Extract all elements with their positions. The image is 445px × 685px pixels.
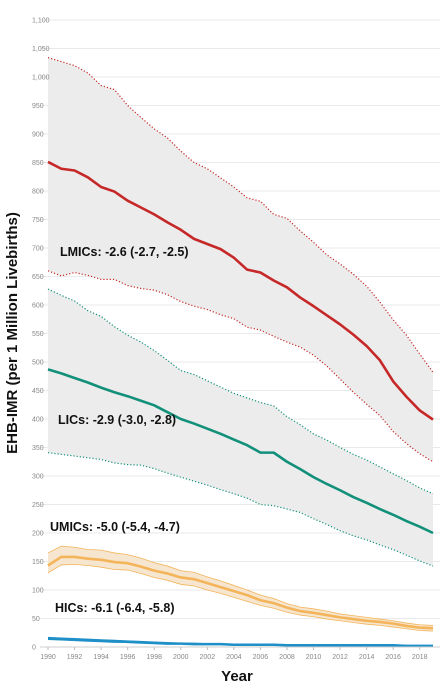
- y-tick-label: 50: [32, 616, 40, 623]
- y-tick-label: 1,100: [32, 18, 50, 25]
- y-tick-label: 750: [32, 217, 44, 224]
- series-lines: [47, 160, 434, 648]
- x-tick-label: 2014: [359, 654, 375, 661]
- y-axis-title: EHB-IMR (per 1 Million Livebirths): [4, 212, 21, 454]
- confidence-band-lmics: [48, 57, 433, 462]
- x-tick-label: 1996: [120, 654, 136, 661]
- y-tick-label: 1,050: [32, 46, 50, 53]
- series-line-hics: [47, 637, 433, 648]
- x-tick-label: 1998: [146, 654, 162, 661]
- annotation-lics: LICs: -2.9 (-3.0, -2.8): [58, 413, 176, 427]
- lower-bound-lics: [47, 452, 434, 567]
- y-tick-label: 200: [32, 531, 44, 538]
- y-tick-label: 700: [32, 246, 44, 253]
- x-tick-label: 2008: [279, 654, 295, 661]
- x-tick-label: 2000: [173, 654, 189, 661]
- annotation-umics: UMICs: -5.0 (-5.4, -4.7): [50, 520, 180, 534]
- y-tick-labels: 0 50 100 150 200 250 300 350 400 450 500 550 600 650 7…: [32, 18, 50, 652]
- series-line-lmics: [47, 160, 434, 421]
- x-tick-label: 2004: [226, 654, 242, 661]
- x-tick-label: 1994: [93, 654, 109, 661]
- lower-bound-umics: [47, 563, 434, 632]
- x-tick-label: 2016: [385, 654, 401, 661]
- x-tick-label: 2002: [200, 654, 216, 661]
- y-tick-label: 950: [32, 103, 44, 110]
- y-tick-label: 300: [32, 474, 44, 481]
- annotation-hics: HICs: -6.1 (-6.4, -5.8): [55, 601, 174, 615]
- x-tick-label: 1992: [67, 654, 83, 661]
- y-tick-label: 350: [32, 445, 44, 452]
- y-tick-label: 550: [32, 331, 44, 338]
- series-line-lics: [47, 368, 434, 535]
- x-tick-label: 2006: [253, 654, 269, 661]
- y-tick-label: 450: [32, 388, 44, 395]
- confidence-band-lics: [48, 289, 433, 567]
- confidence-bands: [48, 57, 433, 646]
- y-tick-label: 800: [32, 189, 44, 196]
- y-tick-label: 850: [32, 160, 44, 167]
- upper-bound-lics: [47, 288, 434, 495]
- y-tick-label: 150: [32, 559, 44, 566]
- x-tick-label: 2010: [306, 654, 322, 661]
- y-tick-label: 650: [32, 274, 44, 281]
- upper-bound-umics: [47, 545, 434, 626]
- annotation-lmics: LMICs: -2.6 (-2.7, -2.5): [60, 245, 189, 259]
- lower-bound-lmics: [47, 270, 434, 463]
- y-tick-label: 0: [32, 645, 36, 652]
- y-tick-label: 400: [32, 417, 44, 424]
- y-tick-label: 600: [32, 303, 44, 310]
- y-tick-label: 1,000: [32, 75, 50, 82]
- y-tick-label: 250: [32, 502, 44, 509]
- x-axis-title: Year: [221, 668, 253, 685]
- y-tick-label: 500: [32, 360, 44, 367]
- y-tick-label: 100: [32, 588, 44, 595]
- x-tick-label: 2012: [332, 654, 348, 661]
- x-tick-label: 1990: [40, 654, 56, 661]
- x-tick-label: 2018: [412, 654, 428, 661]
- x-tick-labels: 1990 1992 1994 1996 1998 2000 2002 2004 2006 2008…: [40, 647, 428, 661]
- y-tick-label: 900: [32, 132, 44, 139]
- series-line-umics: [47, 555, 434, 630]
